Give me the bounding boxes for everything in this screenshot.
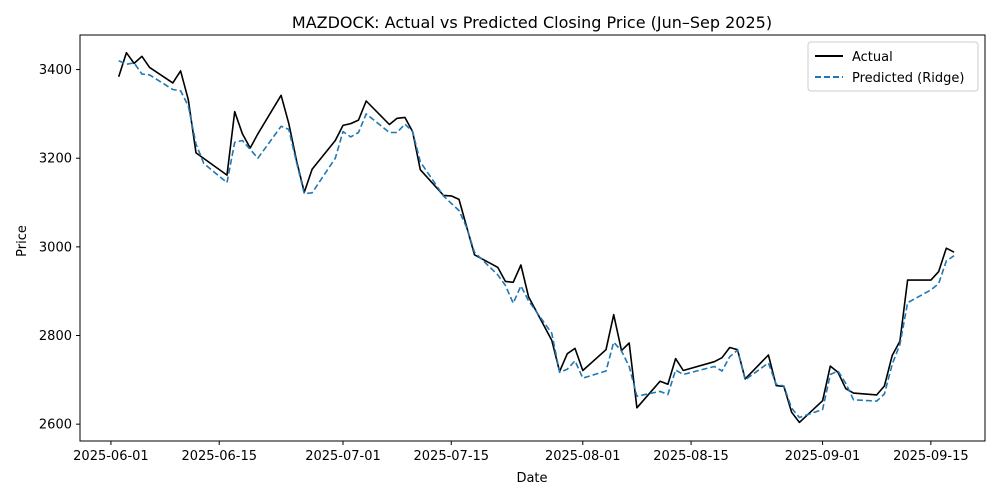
x-tick-label: 2025-06-01 <box>73 449 149 464</box>
x-tick-label: 2025-08-01 <box>545 449 621 464</box>
legend-label-predicted: Predicted (Ridge) <box>852 71 964 86</box>
x-tick-label: 2025-09-01 <box>785 449 861 464</box>
x-tick-label: 2025-09-15 <box>893 449 969 464</box>
y-tick-label: 3400 <box>39 63 72 78</box>
plot-frame <box>79 34 986 442</box>
x-tick-label: 2025-08-15 <box>653 449 729 464</box>
x-tick-label: 2025-06-15 <box>181 449 257 464</box>
y-tick-label: 2800 <box>39 329 72 344</box>
chart-title: MAZDOCK: Actual vs Predicted Closing Pri… <box>292 13 772 32</box>
y-tick-label: 3000 <box>39 240 72 255</box>
y-tick-label: 3200 <box>39 152 72 167</box>
plot-area <box>117 51 955 424</box>
y-tick-label: 2600 <box>39 418 72 433</box>
series-line-actual <box>117 51 955 424</box>
x-tick-label: 2025-07-01 <box>305 449 381 464</box>
legend: Actual Predicted (Ridge) <box>807 41 979 92</box>
legend-label-actual: Actual <box>852 50 893 65</box>
series-line-predicted-ridge <box>118 59 955 419</box>
y-axis: 2600 2800 3000 3200 3400 <box>39 63 80 433</box>
x-axis-label: Date <box>516 471 547 486</box>
legend-box <box>807 41 979 92</box>
x-tick-label: 2025-07-15 <box>414 449 490 464</box>
y-axis-label: Price <box>15 225 30 257</box>
x-axis: 2025-06-01 2025-06-15 2025-07-01 2025-07-15… <box>73 441 969 464</box>
